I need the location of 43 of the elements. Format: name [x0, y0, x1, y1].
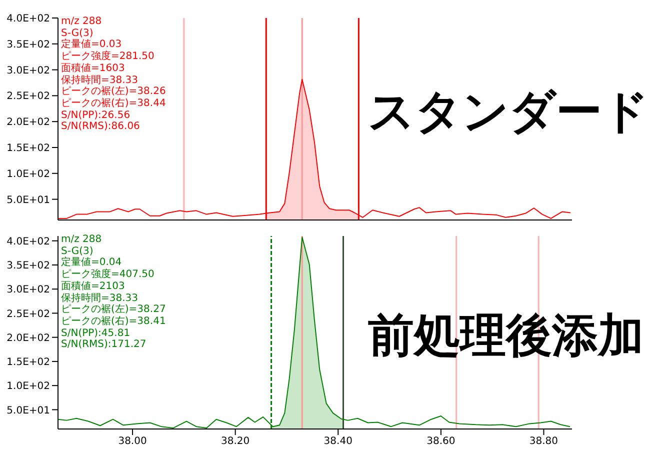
annotation: ピークの裾(左)=38.27	[61, 304, 166, 316]
x-tick-label: 38.00	[118, 436, 147, 448]
annotation: ピークの裾(左)=38.26	[61, 86, 166, 98]
y-tick-label: 3.0E+02	[6, 284, 50, 296]
y-tick-label: 3.5E+02	[6, 39, 50, 50]
annotation: m/z 288	[61, 234, 103, 246]
y-tick-label: 1.5E+02	[6, 143, 50, 154]
annotation: 保持時間=38.33	[61, 292, 140, 304]
annotation: 定量値=0.03	[61, 39, 123, 50]
annotation: S-G(3)	[61, 28, 94, 39]
y-tick-label: 2.5E+02	[6, 308, 50, 320]
y-tick-label: 3.0E+02	[6, 65, 50, 76]
y-tick-label: 2.0E+02	[6, 117, 50, 128]
annotation: ピークの裾(右)=38.41	[61, 316, 166, 328]
y-tick-label: 4.0E+02	[6, 14, 50, 25]
annotation: 保持時間=38.33	[61, 74, 140, 86]
annotation: S-G(3)	[61, 246, 94, 257]
x-tick-label: 38.40	[324, 436, 352, 448]
y-tick-label: 1.5E+02	[6, 357, 50, 368]
y-tick-label: 4.0E+02	[6, 236, 50, 248]
annotation: S/N(PP):26.56	[61, 110, 132, 121]
annotation: S/N(RMS):171.27	[61, 339, 148, 352]
text: スタンダード	[368, 82, 649, 139]
annotation: ピーク強度=407.50	[61, 269, 156, 280]
y-tick-label: 5.0E+01	[6, 194, 50, 206]
annotation: m/z 288	[61, 16, 103, 28]
annotation: 面積値=1603	[61, 62, 126, 74]
x-tick-label: 38.60	[426, 436, 456, 448]
x-tick-label: 38.20	[221, 436, 250, 448]
y-tick-label: 1.0E+02	[6, 168, 50, 180]
y-tick-label: 3.5E+02	[6, 260, 50, 272]
x-tick-label: 38.80	[529, 436, 558, 448]
y-tick-label: 5.0E+01	[6, 405, 50, 416]
y-tick-label: 1.0E+02	[6, 381, 50, 392]
annotation: 面積値=2103	[61, 280, 126, 292]
text: 前処理後添加	[368, 307, 644, 364]
annotation: S/N(PP):45.81	[61, 328, 132, 339]
annotation: ピークの裾(右)=38.44	[61, 98, 166, 110]
annotation: S/N(RMS):86.06	[61, 121, 141, 134]
annotation: ピーク強度=281.50	[61, 51, 156, 62]
y-tick-label: 2.0E+02	[6, 332, 50, 344]
y-tick-label: 2.5E+02	[6, 91, 50, 102]
annotation: 定量値=0.04	[61, 257, 123, 268]
